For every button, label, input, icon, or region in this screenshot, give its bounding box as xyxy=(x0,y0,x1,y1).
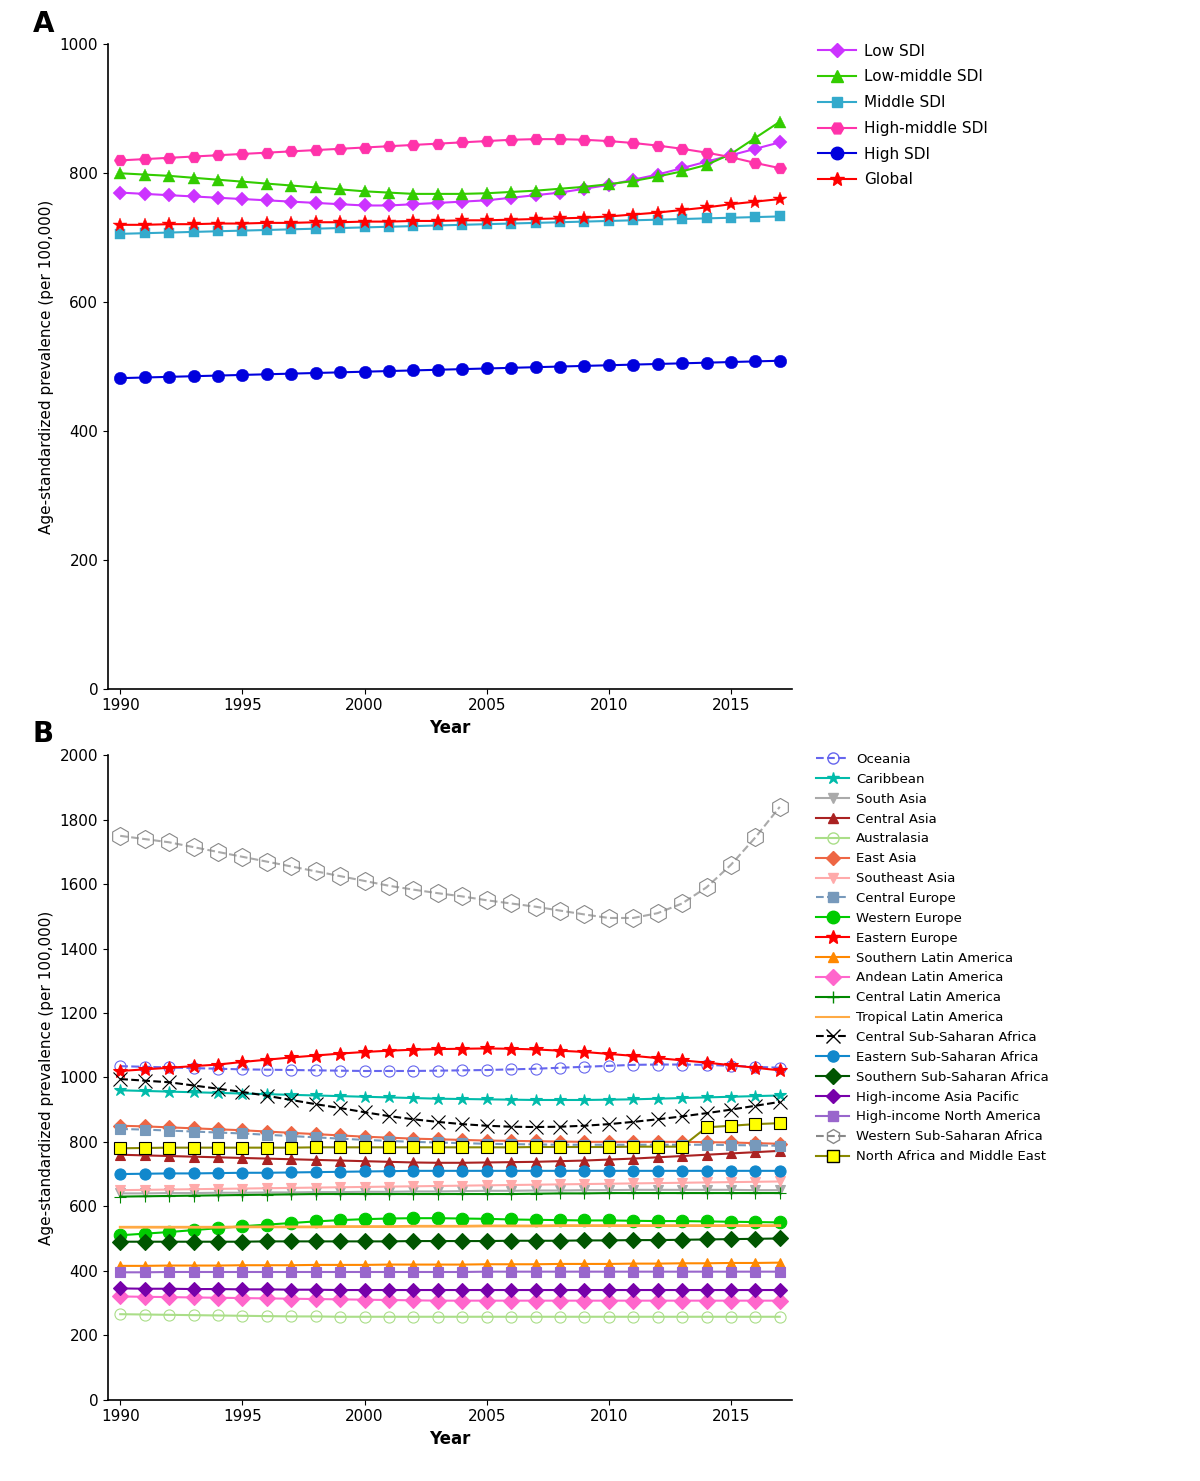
X-axis label: Year: Year xyxy=(430,718,470,738)
Y-axis label: Age-standardized prevalence (per 100,000): Age-standardized prevalence (per 100,000… xyxy=(40,911,54,1244)
Y-axis label: Age-standardized prevalence (per 100,000): Age-standardized prevalence (per 100,000… xyxy=(40,200,54,533)
X-axis label: Year: Year xyxy=(430,1429,470,1448)
Text: B: B xyxy=(32,720,54,748)
Text: A: A xyxy=(32,9,54,37)
Legend: Oceania, Caribbean, South Asia, Central Asia, Australasia, East Asia, Southeast : Oceania, Caribbean, South Asia, Central … xyxy=(812,749,1052,1167)
Legend: Low SDI, Low-middle SDI, Middle SDI, High-middle SDI, High SDI, Global: Low SDI, Low-middle SDI, Middle SDI, Hig… xyxy=(814,39,992,193)
